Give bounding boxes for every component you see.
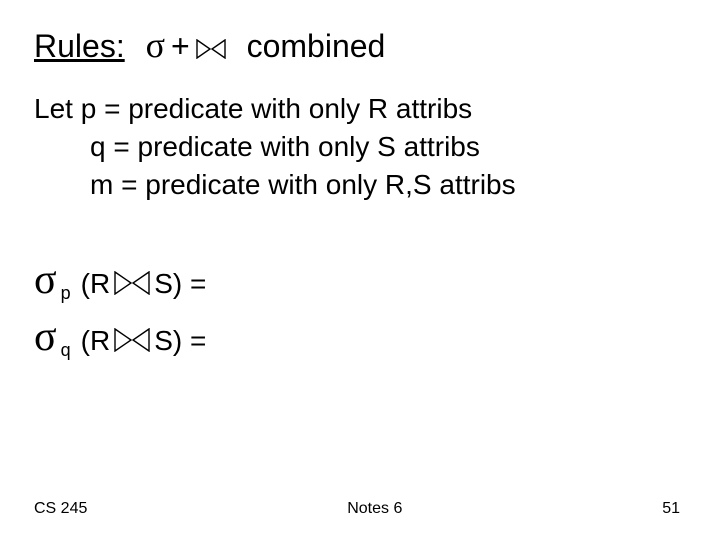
plus-symbol: + xyxy=(171,28,190,65)
def-m-lhs: m xyxy=(90,169,113,200)
def-q-row: q = predicate with only S attribs xyxy=(34,128,686,166)
equation-row-q: σ q (R S) = xyxy=(34,316,686,366)
def-p-row: Let p = predicate with only R attribs xyxy=(34,90,686,128)
def-lead: Let xyxy=(34,93,73,124)
footer-center: Notes 6 xyxy=(347,500,402,518)
equation-row-p: σ p (R S) = xyxy=(34,259,686,309)
def-q-lhs: q xyxy=(90,131,106,162)
def-m-rhs: = predicate with only R,S attribs xyxy=(121,169,516,200)
def-p-lhs: p xyxy=(81,93,97,124)
equations-block: σ p (R S) = σ q (R S) = xyxy=(34,259,686,366)
def-p-rhs: = predicate with only R attribs xyxy=(104,93,472,124)
bowtie-icon xyxy=(114,259,150,309)
eq-close: S) = xyxy=(154,259,206,309)
sigma-symbol: σ xyxy=(34,316,57,358)
eq-close: S) = xyxy=(154,316,206,366)
eq-open: (R xyxy=(81,259,111,309)
footer-left: CS 245 xyxy=(34,500,87,518)
definitions-block: Let p = predicate with only R attribs q … xyxy=(34,90,686,203)
title-spacer2 xyxy=(232,28,241,65)
def-q-rhs: = predicate with only S attribs xyxy=(113,131,480,162)
subscript-p: p xyxy=(61,277,71,309)
subscript-q: q xyxy=(61,334,71,366)
def-m-row: m = predicate with only R,S attribs xyxy=(34,166,686,204)
title-spacer xyxy=(131,28,140,65)
slide: Rules: σ + combined Let p = predicate wi… xyxy=(0,0,720,540)
title-combined: combined xyxy=(247,28,386,65)
bowtie-icon xyxy=(196,28,226,65)
sigma-symbol: σ xyxy=(146,24,165,66)
footer: CS 245 Notes 6 51 xyxy=(0,500,720,518)
title-line: Rules: σ + combined xyxy=(34,24,686,66)
sigma-symbol: σ xyxy=(34,259,57,301)
title-label: Rules: xyxy=(34,28,125,65)
eq-open: (R xyxy=(81,316,111,366)
bowtie-icon xyxy=(114,316,150,366)
footer-right: 51 xyxy=(662,500,680,518)
